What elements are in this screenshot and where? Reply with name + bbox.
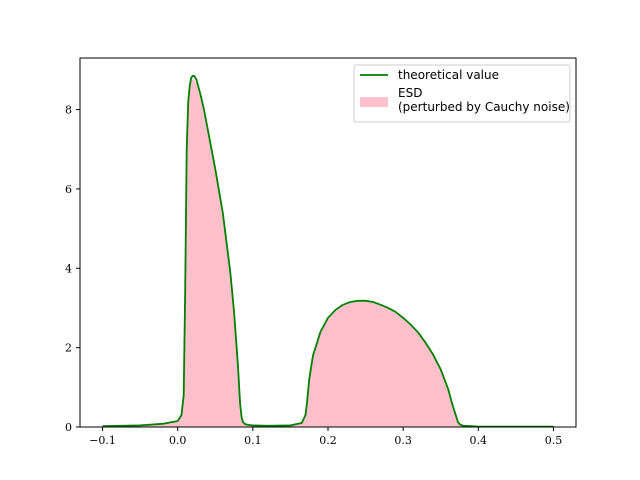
y-tick-label: 4 (65, 262, 72, 275)
x-tick-label: 0.2 (319, 434, 337, 447)
legend: theoretical value ESD (perturbed by Cauc… (353, 64, 571, 123)
legend-box (353, 64, 571, 123)
x-tick-label: 0.3 (394, 434, 412, 447)
legend-label-hist-line1: ESD (398, 86, 422, 100)
plot-area (102, 74, 554, 428)
axes: −0.1 0.0 0.1 0.2 0.3 0.4 0.5 0 2 4 6 8 (65, 57, 577, 447)
legend-hist-swatch (360, 97, 388, 107)
theoretical-value-line (102, 74, 554, 428)
y-tick-label: 6 (65, 183, 72, 196)
legend-label-line: theoretical value (398, 68, 499, 82)
legend-label-hist-line2: (perturbed by Cauchy noise) (398, 100, 570, 114)
x-tick-label: 0.0 (169, 434, 187, 447)
x-tick-label: 0.1 (244, 434, 262, 447)
y-tick-label: 2 (65, 342, 72, 355)
x-tick-label: −0.1 (89, 434, 116, 447)
y-tick-label: 8 (65, 104, 72, 117)
esd-histogram-area (102, 79, 554, 428)
x-tick-label: 0.5 (545, 434, 563, 447)
x-tick-label: 0.4 (470, 434, 488, 447)
y-tick-label: 0 (65, 421, 72, 434)
